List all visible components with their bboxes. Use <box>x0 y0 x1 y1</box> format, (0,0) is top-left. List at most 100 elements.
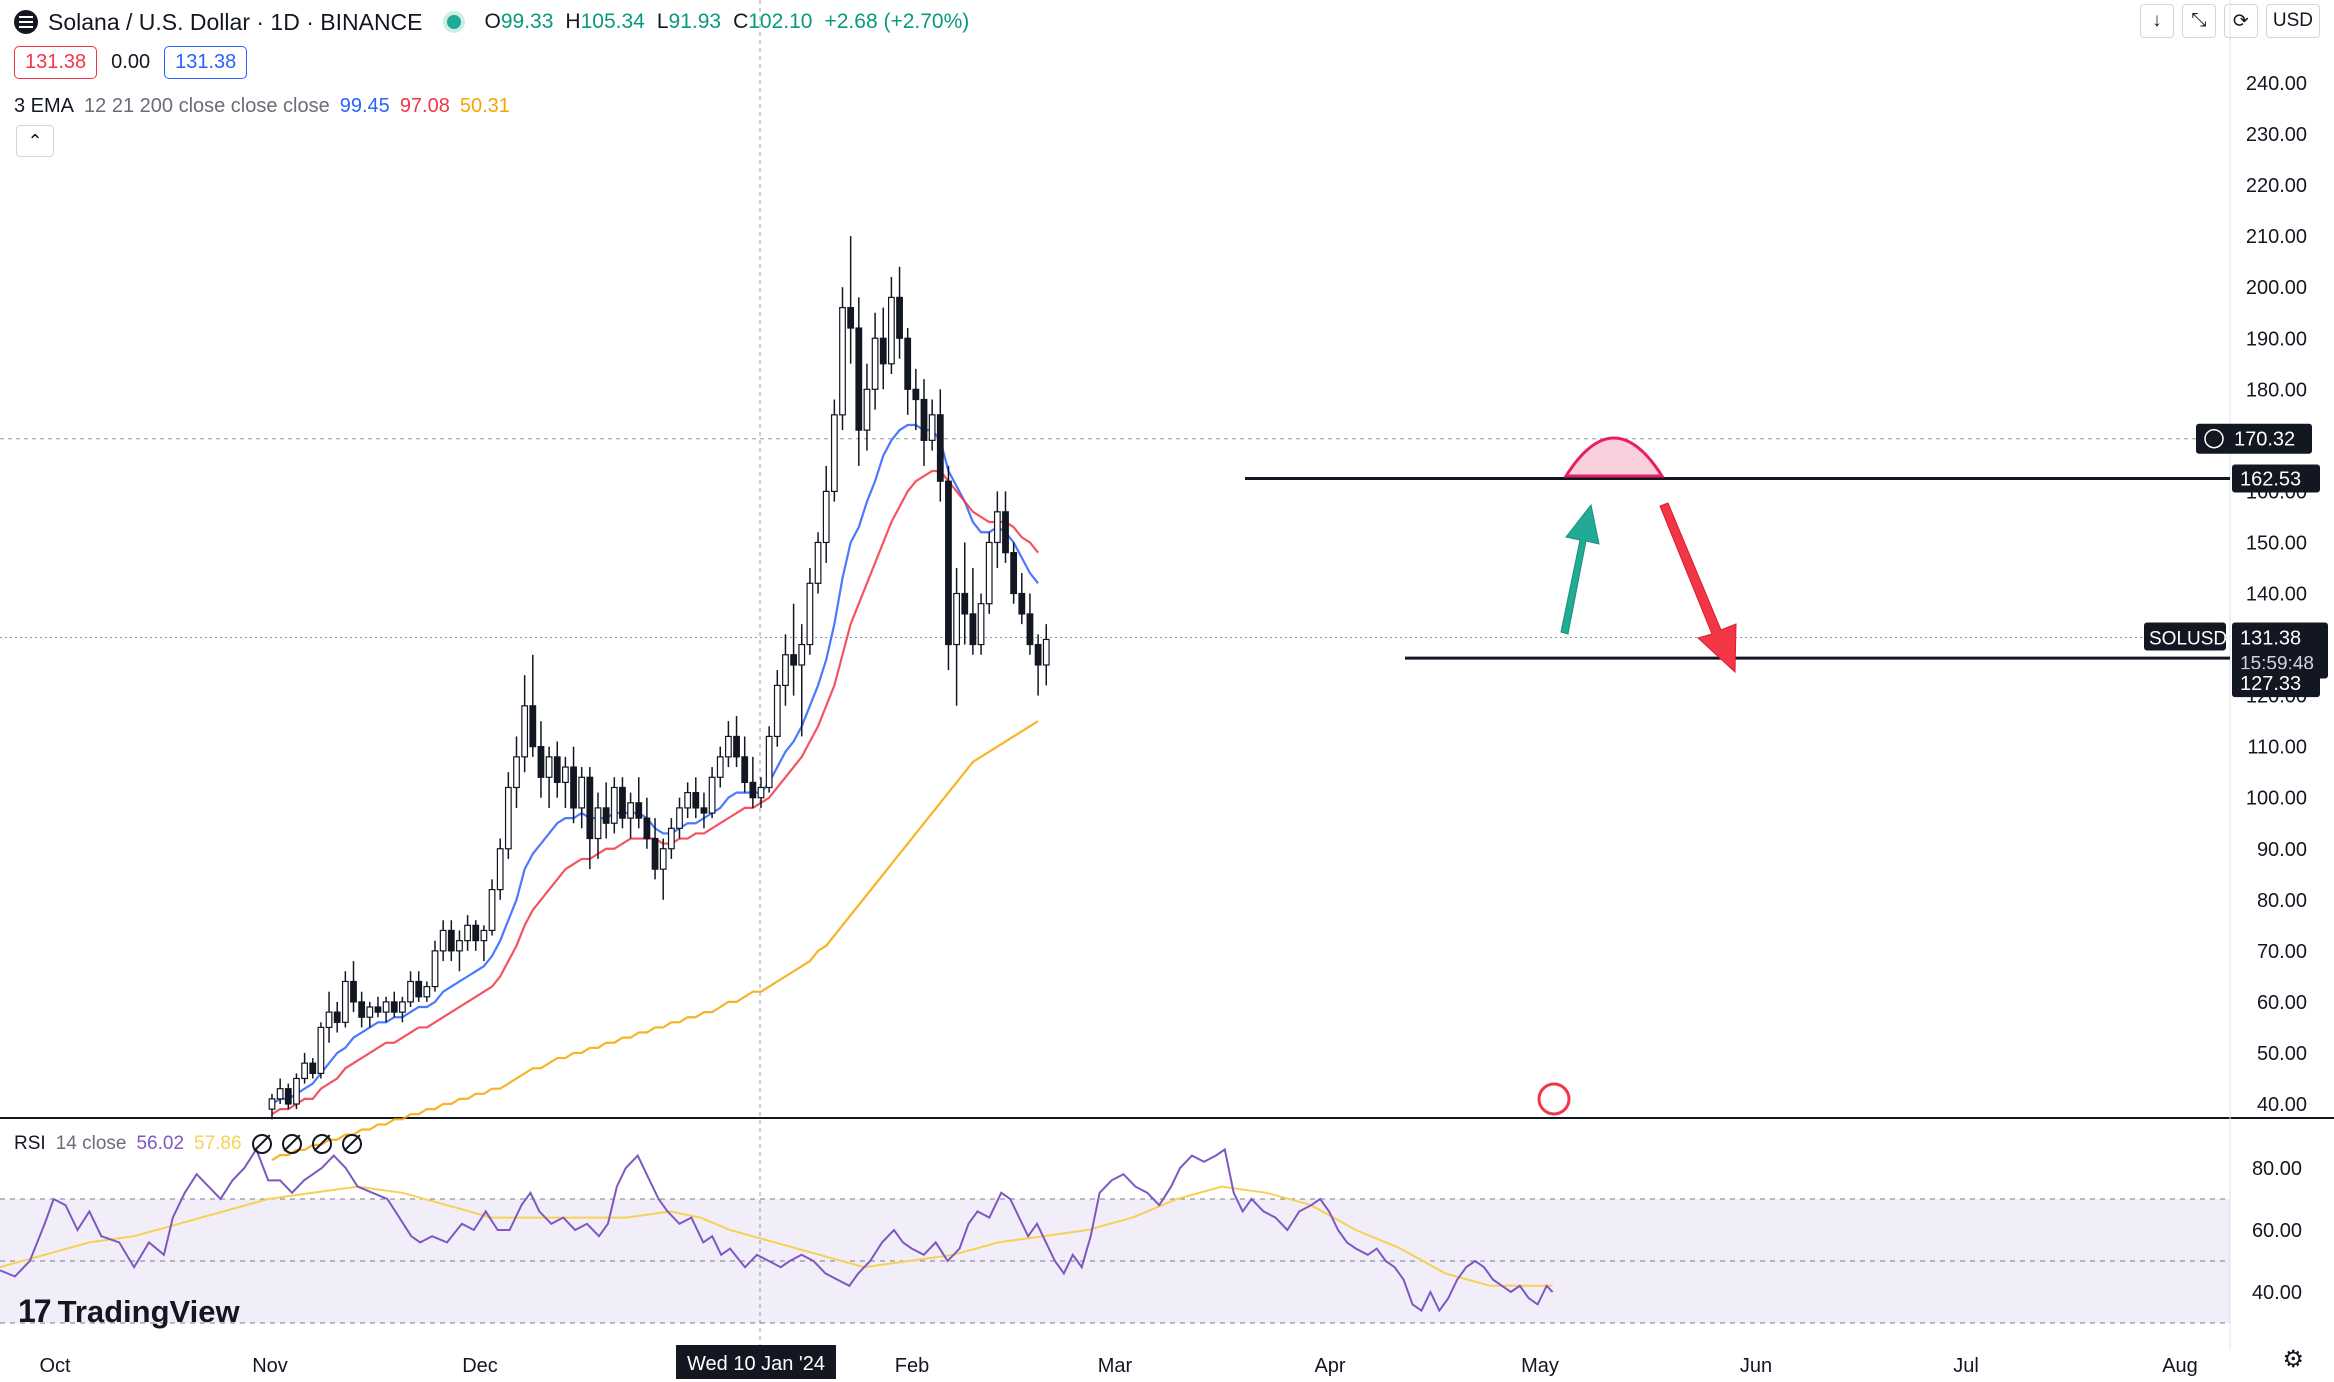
candle <box>822 465 830 563</box>
down-arrow-icon <box>1659 502 1737 674</box>
candle <box>659 838 667 900</box>
buy-button[interactable]: 131.38 <box>164 46 248 79</box>
drawing-annotations[interactable] <box>1245 436 2230 1116</box>
hide-icon[interactable] <box>311 1134 332 1154</box>
rsi-name: RSI <box>14 1133 46 1154</box>
candle-body <box>700 807 708 814</box>
time-tick-label: Jul <box>1953 1355 1979 1377</box>
candle <box>1034 634 1042 696</box>
time-axis[interactable]: Oct Nov Dec Feb Mar Apr May Jun Jul Aug Wed 10 Jan… <box>39 1345 2198 1379</box>
candle-body <box>545 756 553 778</box>
price-tick-label: 80.00 <box>2257 890 2307 912</box>
candle <box>553 741 561 798</box>
price-tick-label: 40.00 <box>2257 1094 2307 1116</box>
price-axis[interactable]: 240.00 230.00 220.00 210.00 200.00 190.00 180.… <box>2246 73 2307 1116</box>
symbol-title[interactable]: Solana / U.S. Dollar · 1D · BINANCE <box>48 8 423 35</box>
tradingview-logo[interactable]: 17 TradingView <box>18 1293 240 1330</box>
candle <box>1018 573 1026 625</box>
candle <box>757 777 765 808</box>
tradingview-logo-text: TradingView <box>57 1293 240 1329</box>
candle-body <box>293 1077 300 1105</box>
candle-body <box>733 735 740 758</box>
candle-body <box>456 940 463 952</box>
price-tick-label: 50.00 <box>2257 1043 2307 1065</box>
candle-body <box>594 807 602 840</box>
arrow-down-icon[interactable]: ↓ <box>2139 4 2174 38</box>
candle-body <box>847 307 855 329</box>
candle <box>635 777 643 829</box>
price-tick-label: 150.00 <box>2246 532 2307 554</box>
candle <box>480 925 488 962</box>
candle <box>504 772 512 859</box>
candle-body <box>659 848 667 870</box>
indicator-legend[interactable]: 3 EMA 12 21 200 close close close 99.45 … <box>14 95 510 118</box>
candle-body <box>749 781 757 799</box>
candle-body <box>741 756 749 783</box>
candle-body <box>415 980 423 998</box>
support-price-label: 127.33 <box>2240 673 2301 695</box>
compress-icon[interactable]: ⤡ <box>2181 4 2216 38</box>
candle-body <box>684 791 692 809</box>
candle <box>610 777 618 834</box>
symbol-header[interactable]: Solana / U.S. Dollar · 1D · BINANCE O99.… <box>14 6 969 38</box>
candle-body <box>284 1088 292 1105</box>
candle-body <box>439 929 447 952</box>
candle-body <box>782 654 789 686</box>
candle <box>382 996 390 1023</box>
candle <box>839 287 846 431</box>
candle <box>651 818 659 880</box>
candle-body <box>480 929 488 942</box>
candle <box>830 399 838 502</box>
candle <box>529 654 537 757</box>
rsi-params: 14 close <box>55 1133 127 1154</box>
sell-button[interactable]: 131.38 <box>14 46 98 79</box>
candle <box>415 971 423 1002</box>
candle-body <box>309 1062 317 1074</box>
candle-body <box>341 980 349 1023</box>
market-open-icon <box>446 15 461 29</box>
rsi-value: 56.02 <box>136 1133 185 1154</box>
candle-body <box>1042 638 1050 666</box>
candle <box>879 307 887 390</box>
candle <box>366 1001 374 1028</box>
refresh-icon[interactable]: ⟳ <box>2223 4 2258 38</box>
candle <box>358 991 366 1028</box>
candle-body <box>627 802 634 819</box>
chevron-up-icon[interactable]: ⌃ <box>16 125 54 157</box>
price-tick-label: 180.00 <box>2246 379 2307 401</box>
hide-icon[interactable] <box>251 1134 272 1154</box>
candle-body <box>1018 592 1026 615</box>
candle-body <box>790 654 797 666</box>
currency-select[interactable]: USD <box>2265 4 2320 38</box>
candle <box>798 624 806 737</box>
candle-body <box>1010 552 1018 595</box>
candle <box>953 567 960 706</box>
settings-icon[interactable]: ⚙ <box>2282 1346 2304 1373</box>
candle-body <box>513 756 520 789</box>
support-price-label-box <box>2232 669 2320 698</box>
candle <box>896 266 903 359</box>
rsi-axis: 80.00 60.00 40.00 <box>2252 1158 2302 1304</box>
candle <box>920 379 928 466</box>
rsi-legend[interactable]: RSI 14 close 56.02 57.86 <box>14 1133 362 1155</box>
candle-body <box>325 1011 333 1029</box>
candle <box>961 542 969 645</box>
candle <box>847 236 855 364</box>
candle <box>390 991 398 1018</box>
candle <box>488 879 496 936</box>
candle-body <box>602 807 610 824</box>
candle <box>716 746 724 788</box>
candle <box>985 532 993 614</box>
candle-body <box>382 1001 390 1013</box>
price-tick-label: 190.00 <box>2246 328 2307 350</box>
candle <box>594 792 602 859</box>
candle <box>904 328 912 415</box>
time-tick-label: Jun <box>1740 1355 1772 1377</box>
candle <box>1010 542 1018 604</box>
hide-icon[interactable] <box>281 1134 302 1154</box>
candle-body <box>993 511 1001 544</box>
time-tick-label: Apr <box>1314 1355 1345 1377</box>
hide-icon[interactable] <box>341 1134 362 1154</box>
